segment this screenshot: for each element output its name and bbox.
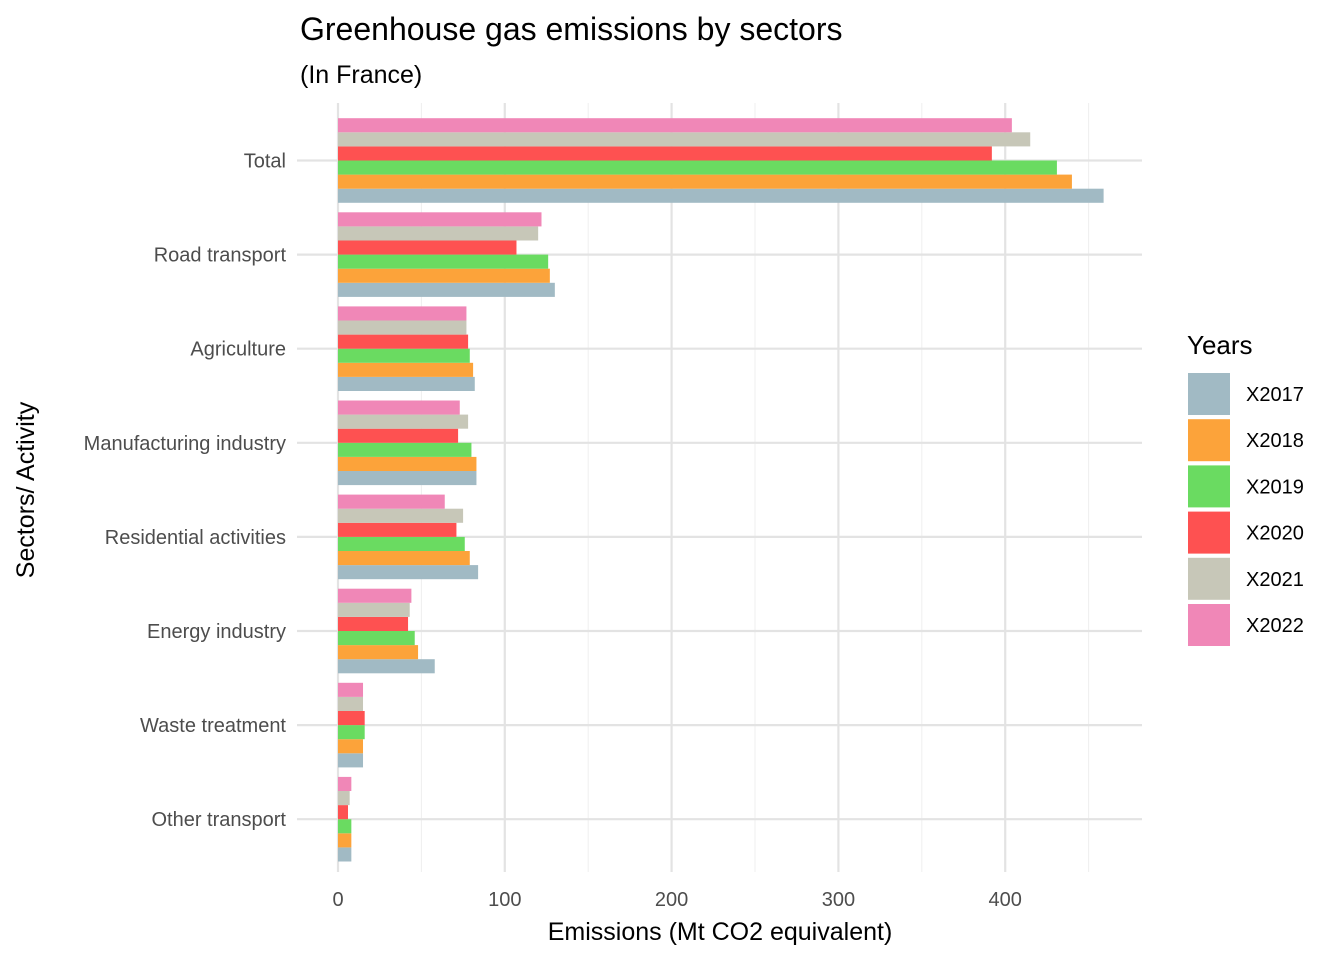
bar <box>338 711 365 726</box>
bar <box>338 494 445 509</box>
legend-swatch <box>1188 373 1230 415</box>
legend-label: X2018 <box>1246 430 1304 452</box>
bar <box>338 725 365 740</box>
legend-items: X2017 X2018 X2019 X2020 X2021 X2022 <box>1188 373 1304 646</box>
bar <box>338 659 435 674</box>
bars <box>338 118 1104 862</box>
bar <box>338 508 464 523</box>
bar <box>338 631 415 646</box>
legend-label: X2021 <box>1246 569 1304 591</box>
bar <box>338 471 477 486</box>
bar <box>338 833 352 848</box>
bar <box>338 240 517 255</box>
y-tick-label: Residential activities <box>105 527 286 549</box>
bar <box>338 376 475 391</box>
y-tick-labels: Total Road transport Agriculture Manufactur… <box>84 151 287 832</box>
y-tick-label: Road transport <box>154 245 287 267</box>
x-tick-label: 100 <box>488 889 521 911</box>
bar <box>338 348 470 363</box>
bar <box>338 428 459 443</box>
legend-label: X2019 <box>1246 476 1304 498</box>
legend-swatch <box>1188 511 1230 554</box>
bar <box>338 268 550 283</box>
legend: Years X2017 X2018 X2019 X2020 X2021 X2022 <box>1187 330 1304 646</box>
bar <box>338 226 539 241</box>
bar <box>338 753 364 768</box>
bar <box>338 442 472 457</box>
bar <box>338 522 457 537</box>
legend-label: X2020 <box>1246 523 1304 545</box>
bar <box>338 536 465 551</box>
bar <box>338 805 349 820</box>
y-tick-label: Agriculture <box>190 339 286 361</box>
bar <box>338 282 555 297</box>
bar <box>338 565 479 580</box>
bar <box>338 400 460 415</box>
legend-swatch <box>1188 557 1230 600</box>
x-tick-labels: 0 100 200 300 400 <box>332 889 1021 911</box>
x-tick-label: 0 <box>332 889 343 911</box>
bar <box>338 776 352 791</box>
bar <box>338 645 419 660</box>
bar <box>338 739 364 754</box>
bar <box>338 254 549 269</box>
x-tick-label: 400 <box>989 889 1022 911</box>
bar <box>338 334 469 349</box>
bar <box>338 819 352 834</box>
bar <box>338 174 1072 189</box>
bar <box>338 146 992 161</box>
bar <box>338 362 474 377</box>
bar <box>338 160 1057 175</box>
x-tick-label: 300 <box>822 889 855 911</box>
bar <box>338 588 412 603</box>
x-tick-label: 200 <box>655 889 688 911</box>
bar <box>338 132 1031 147</box>
bar <box>338 602 410 617</box>
y-tick-label: Manufacturing industry <box>84 433 286 455</box>
y-tick-label: Other transport <box>151 809 286 831</box>
legend-label: X2017 <box>1246 384 1304 406</box>
legend-swatch <box>1188 604 1230 646</box>
x-axis-title: Emissions (Mt CO2 equivalent) <box>548 918 893 946</box>
bar <box>338 456 477 471</box>
legend-swatch <box>1188 419 1230 462</box>
legend-title: Years <box>1187 330 1253 360</box>
y-tick-label: Energy industry <box>147 621 286 643</box>
bar <box>338 682 364 697</box>
bar <box>338 616 409 631</box>
bar <box>338 696 364 711</box>
y-axis-title: Sectors/ Activity <box>12 401 40 578</box>
chart-subtitle: (In France) <box>300 61 422 89</box>
bar <box>338 188 1104 203</box>
bar <box>338 551 470 566</box>
y-tick-label: Total <box>244 151 286 173</box>
bar <box>338 212 542 227</box>
y-tick-label: Waste treatment <box>140 715 286 737</box>
legend-swatch <box>1188 465 1230 508</box>
legend-label: X2022 <box>1246 615 1304 637</box>
bar <box>338 306 467 321</box>
bar <box>338 847 352 862</box>
bar <box>338 414 469 429</box>
chart-title: Greenhouse gas emissions by sectors <box>300 11 842 47</box>
bar <box>338 320 467 335</box>
bar <box>338 118 1012 133</box>
bar <box>338 791 350 806</box>
